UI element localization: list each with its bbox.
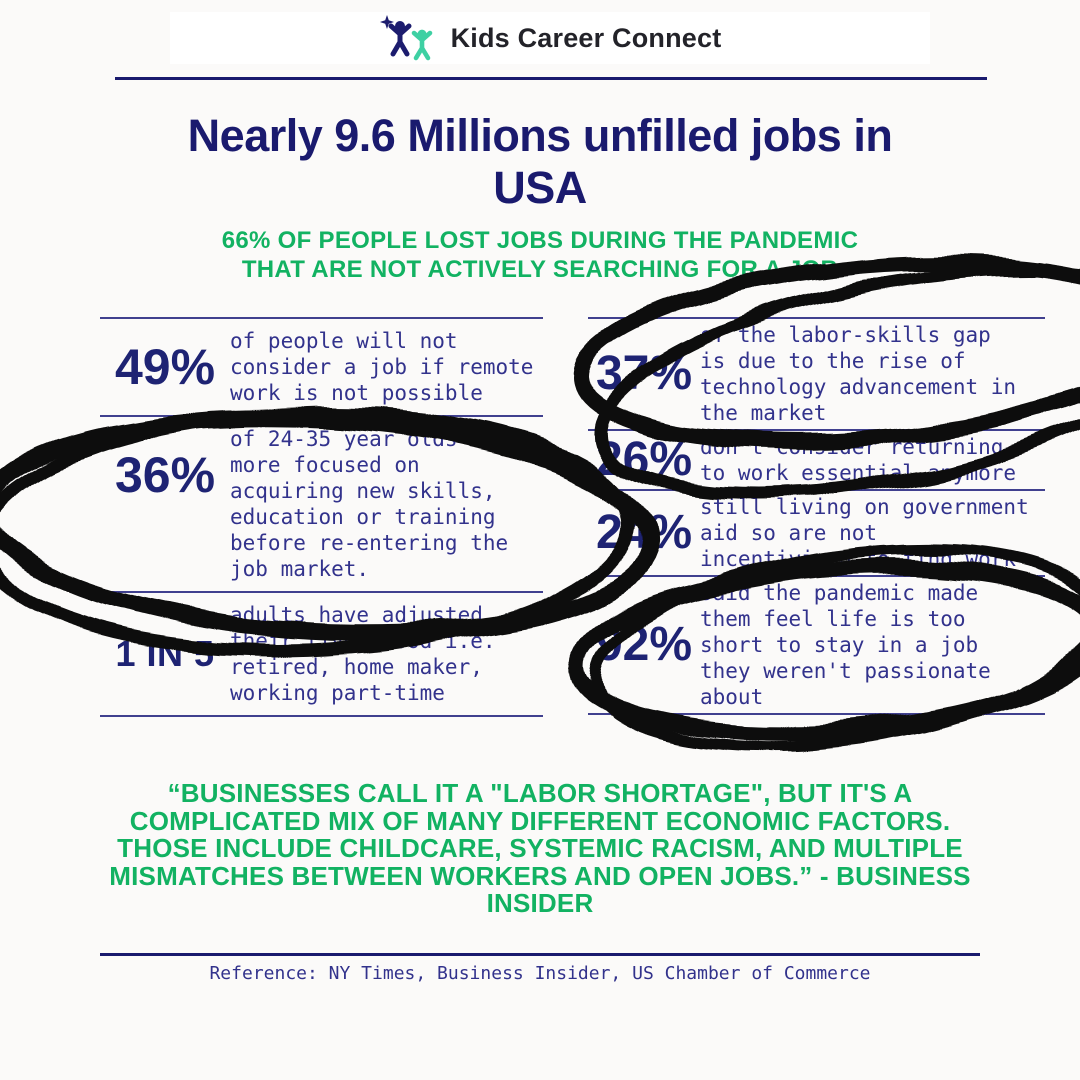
stat-description: of people will not consider a job if rem… (230, 329, 534, 405)
reference-text: Reference: NY Times, Business Insider, U… (209, 963, 871, 984)
stat-row: 92% said the pandemic made them feel lif… (588, 575, 1045, 715)
stat-value: 36% (114, 447, 216, 503)
stat-value: 24% (595, 506, 693, 559)
stat-row: 26% don't consider returning to work ess… (588, 429, 1045, 489)
stat-description: don't consider returning to work essenti… (700, 435, 1017, 485)
stat-description: adults have adjusted their livelihood i.… (230, 603, 496, 705)
stat-value: 1 IN 5 (115, 633, 215, 674)
stat-value: 37% (595, 347, 693, 400)
stat-value: 92% (595, 618, 693, 671)
star-icon (379, 15, 394, 29)
stat-description: of the labor-skills gap is due to the ri… (700, 323, 1017, 425)
stats-column-right: 37% of the labor-skills gap is due to th… (588, 317, 1045, 715)
stats-column-left: 49% of people will not consider a job if… (100, 317, 543, 717)
subtitle-highlight: 66% OF PEOPLE LOST JOBS DURING THE PANDE… (221, 227, 859, 283)
quote-text: “BUSINESSES CALL IT A "LABOR SHORTAGE", … (109, 778, 971, 918)
stat-row: 37% of the labor-skills gap is due to th… (588, 317, 1045, 429)
stat-row: 49% of people will not consider a job if… (100, 317, 543, 415)
stat-description: said the pandemic made them feel life is… (700, 581, 991, 709)
stat-description: still living on government aid so are no… (700, 495, 1029, 571)
stat-row: 1 IN 5 adults have adjusted their liveli… (100, 591, 543, 717)
bottom-divider (100, 953, 980, 956)
kid-figure-navy-icon (388, 21, 412, 57)
stat-value: 49% (114, 339, 216, 395)
brand-header: Kids Career Connect (170, 12, 930, 64)
kids-logo-icon (379, 15, 432, 61)
stat-description: of 24-35 year olds are more focused on a… (230, 427, 509, 581)
stat-value: 26% (595, 433, 693, 486)
stat-row: 36% of 24-35 year olds are more focused … (100, 415, 543, 591)
brand-name: Kids Career Connect (450, 22, 722, 53)
kid-figure-teal-icon (411, 29, 432, 61)
stat-row: 24% still living on government aid so ar… (588, 489, 1045, 575)
page-title: Nearly 9.6 Millions unfilled jobs in USA (187, 110, 893, 213)
top-divider (115, 77, 987, 80)
